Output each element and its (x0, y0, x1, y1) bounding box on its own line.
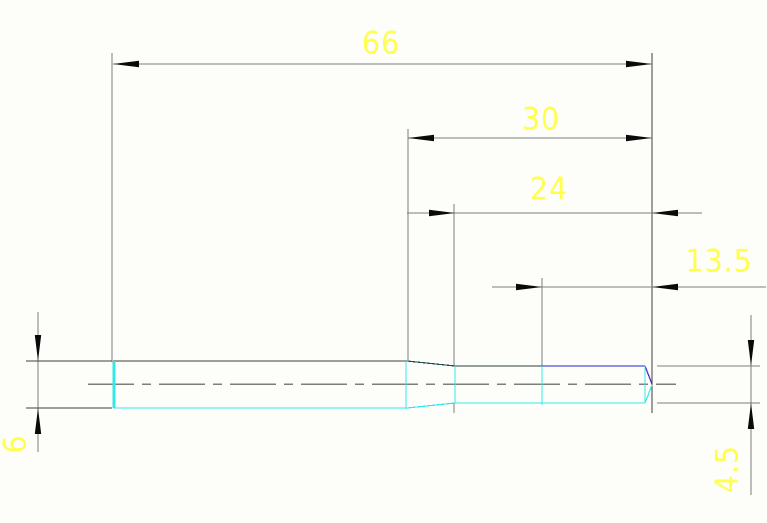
dim-label-66: 66 (361, 25, 401, 62)
arrow-45-bottom (747, 403, 755, 429)
dim-label-30: 30 (521, 101, 561, 138)
part-cone-top-edge (644, 365, 653, 385)
arrow-30-right (626, 134, 652, 142)
dim-label-6: 6 (0, 434, 34, 454)
dim-label-24: 24 (529, 171, 569, 208)
arrow-30-left (408, 134, 434, 142)
arrow-13-left (516, 283, 542, 291)
arrow-6-bottom (34, 408, 42, 434)
part-taper-bottom-edge (406, 402, 456, 409)
arrow-45-top (747, 340, 755, 366)
arrow-13-right (652, 283, 678, 291)
dim-label-4-5: 4.5 (709, 444, 746, 494)
part-cone-bottom-edge (644, 384, 653, 404)
dim-label-13-5: 13.5 (685, 243, 753, 280)
arrow-66-right (626, 60, 652, 68)
arrow-24-left (429, 209, 455, 217)
arrow-24-right (652, 209, 678, 217)
arrow-6-top (34, 335, 42, 361)
part-taper-top-edge (406, 360, 456, 367)
arrow-66-left (113, 60, 139, 68)
